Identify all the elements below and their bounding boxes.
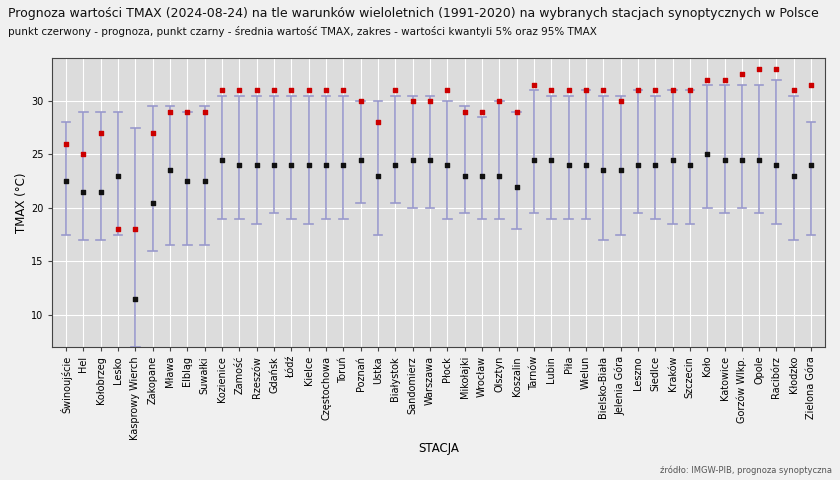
Point [112, 172, 125, 180]
Text: punkt czerwony - prognoza, punkt czarny - średnia wartość TMAX, zakres - wartośc: punkt czerwony - prognoza, punkt czarny … [8, 26, 597, 37]
X-axis label: STACJA: STACJA [418, 443, 459, 456]
Point [718, 156, 732, 164]
Point [164, 108, 177, 116]
Point [614, 97, 627, 105]
Point [94, 188, 108, 196]
Point [198, 108, 212, 116]
Point [285, 161, 298, 169]
Point [701, 151, 714, 158]
Point [371, 119, 385, 126]
Point [648, 86, 662, 94]
Point [718, 76, 732, 84]
Point [510, 108, 523, 116]
Point [510, 183, 523, 191]
Point [76, 188, 90, 196]
Point [787, 172, 801, 180]
Point [492, 97, 506, 105]
Point [528, 156, 541, 164]
Point [267, 86, 281, 94]
Point [406, 156, 419, 164]
Point [406, 97, 419, 105]
Point [146, 129, 160, 137]
Point [458, 108, 471, 116]
Point [354, 156, 367, 164]
Point [562, 161, 575, 169]
Point [475, 172, 489, 180]
Point [164, 167, 177, 174]
Text: źródło: IMGW-PIB, prognoza synoptyczna: źródło: IMGW-PIB, prognoza synoptyczna [659, 466, 832, 475]
Point [492, 172, 506, 180]
Point [683, 161, 696, 169]
Point [562, 86, 575, 94]
Point [389, 86, 402, 94]
Point [441, 86, 454, 94]
Point [528, 81, 541, 89]
Point [769, 65, 783, 73]
Point [181, 177, 194, 185]
Point [267, 161, 281, 169]
Point [475, 108, 489, 116]
Point [302, 86, 316, 94]
Point [112, 226, 125, 233]
Point [544, 86, 558, 94]
Point [805, 161, 818, 169]
Point [753, 156, 766, 164]
Point [250, 161, 264, 169]
Point [458, 172, 471, 180]
Point [94, 129, 108, 137]
Point [319, 86, 333, 94]
Point [631, 161, 644, 169]
Point [544, 156, 558, 164]
Point [60, 177, 73, 185]
Point [302, 161, 316, 169]
Point [389, 161, 402, 169]
Point [614, 167, 627, 174]
Point [354, 97, 367, 105]
Point [753, 65, 766, 73]
Point [631, 86, 644, 94]
Point [580, 161, 593, 169]
Point [198, 177, 212, 185]
Point [735, 71, 748, 78]
Point [337, 86, 350, 94]
Point [60, 140, 73, 148]
Point [683, 86, 696, 94]
Point [666, 156, 680, 164]
Text: Prognoza wartości TMAX (2024-08-24) na tle warunków wieloletnich (1991-2020) na : Prognoza wartości TMAX (2024-08-24) na t… [8, 7, 819, 20]
Point [701, 76, 714, 84]
Point [596, 167, 610, 174]
Point [250, 86, 264, 94]
Point [441, 161, 454, 169]
Point [337, 161, 350, 169]
Point [181, 108, 194, 116]
Point [648, 161, 662, 169]
Point [805, 81, 818, 89]
Point [423, 156, 437, 164]
Point [233, 161, 246, 169]
Point [129, 226, 142, 233]
Point [596, 86, 610, 94]
Point [233, 86, 246, 94]
Point [735, 156, 748, 164]
Point [769, 161, 783, 169]
Point [371, 172, 385, 180]
Point [787, 86, 801, 94]
Point [146, 199, 160, 206]
Point [215, 86, 228, 94]
Point [285, 86, 298, 94]
Point [423, 97, 437, 105]
Point [76, 151, 90, 158]
Point [580, 86, 593, 94]
Point [319, 161, 333, 169]
Point [215, 156, 228, 164]
Point [666, 86, 680, 94]
Point [129, 295, 142, 303]
Y-axis label: TMAX (°C): TMAX (°C) [15, 172, 28, 233]
